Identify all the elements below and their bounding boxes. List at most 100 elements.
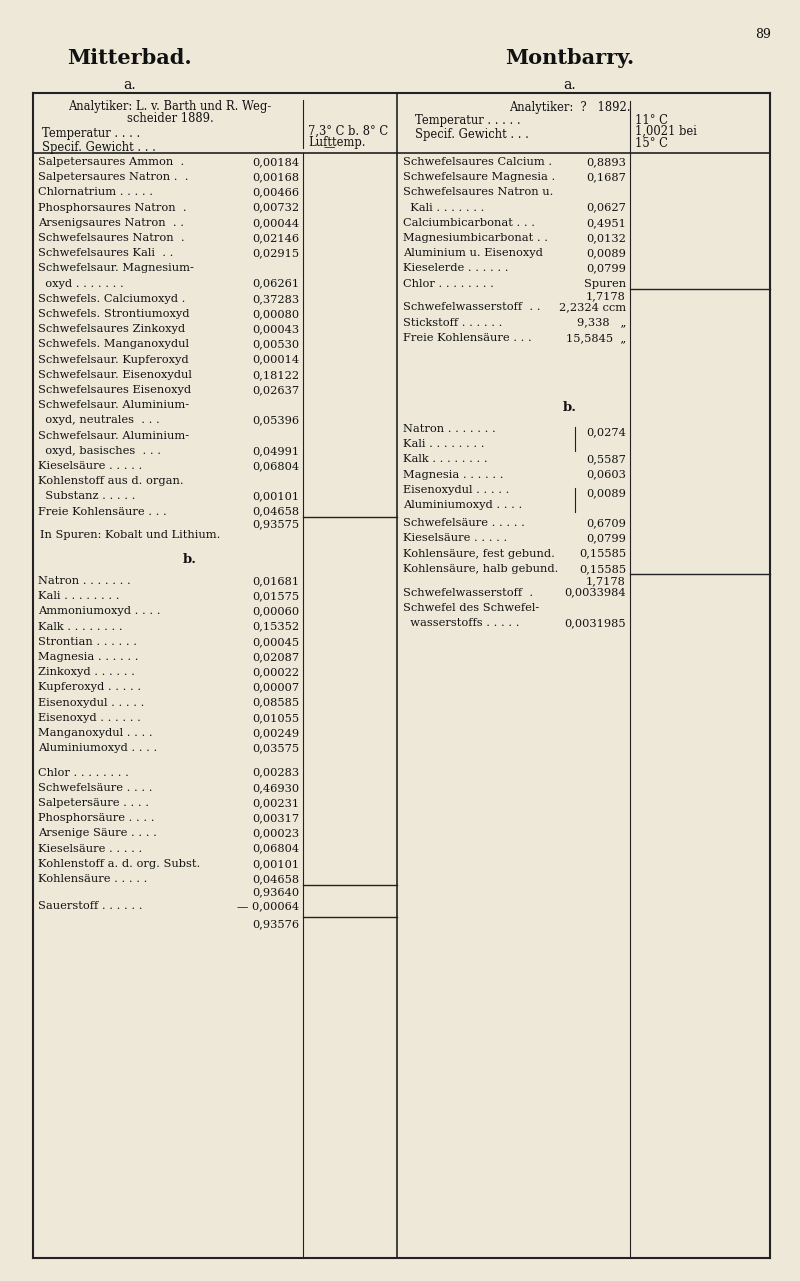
Text: Kali . . . . . . .: Kali . . . . . . . bbox=[403, 202, 484, 213]
Text: 1,7178: 1,7178 bbox=[586, 291, 626, 301]
Text: 0,00045: 0,00045 bbox=[252, 637, 299, 647]
Text: Schwefelsaures Calcium .: Schwefelsaures Calcium . bbox=[403, 158, 552, 167]
Text: 0,01575: 0,01575 bbox=[252, 592, 299, 601]
Text: Schwefelsaur. Aluminium-: Schwefelsaur. Aluminium- bbox=[38, 400, 189, 410]
Text: Schwefelsäure . . . . .: Schwefelsäure . . . . . bbox=[403, 519, 525, 528]
Text: 0,0274: 0,0274 bbox=[586, 428, 626, 438]
Text: Schwefelsaur. Kupferoxyd: Schwefelsaur. Kupferoxyd bbox=[38, 355, 189, 365]
Text: 0,04658: 0,04658 bbox=[252, 874, 299, 884]
Text: wasserstoffs . . . . .: wasserstoffs . . . . . bbox=[403, 617, 519, 628]
Text: Eisenoxydul . . . . .: Eisenoxydul . . . . . bbox=[38, 698, 144, 707]
Text: oxyd, basisches  . . .: oxyd, basisches . . . bbox=[38, 446, 161, 456]
Text: Schwefelsaures Zinkoxyd: Schwefelsaures Zinkoxyd bbox=[38, 324, 185, 334]
Text: a.: a. bbox=[124, 78, 136, 92]
Text: Kohlenstoff a. d. org. Subst.: Kohlenstoff a. d. org. Subst. bbox=[38, 858, 200, 869]
Text: Chlornatrium . . . . .: Chlornatrium . . . . . bbox=[38, 187, 153, 197]
Text: 0,93640: 0,93640 bbox=[252, 886, 299, 897]
Text: Magnesia . . . . . .: Magnesia . . . . . . bbox=[38, 652, 138, 662]
Text: Kieselsäure . . . . .: Kieselsäure . . . . . bbox=[38, 843, 142, 853]
Text: 11° C: 11° C bbox=[635, 114, 668, 127]
Text: Lufttemp.: Lufttemp. bbox=[308, 136, 366, 149]
Text: 0,02146: 0,02146 bbox=[252, 233, 299, 243]
Text: 0,0799: 0,0799 bbox=[586, 533, 626, 543]
Text: 0,03575: 0,03575 bbox=[252, 743, 299, 753]
Text: 0,02915: 0,02915 bbox=[252, 249, 299, 259]
Text: 0,4951: 0,4951 bbox=[586, 218, 626, 228]
Text: Salpetersaures Natron .  .: Salpetersaures Natron . . bbox=[38, 172, 189, 182]
Text: Schwefelwasserstoff  .: Schwefelwasserstoff . bbox=[403, 588, 533, 598]
Text: Schwefel des Schwefel-: Schwefel des Schwefel- bbox=[403, 603, 539, 612]
Text: Schwefelsaur. Eisenoxydul: Schwefelsaur. Eisenoxydul bbox=[38, 370, 192, 379]
Text: 0,93576: 0,93576 bbox=[252, 920, 299, 929]
Text: 9,338   „: 9,338 „ bbox=[577, 318, 626, 328]
Text: Montbarry.: Montbarry. bbox=[506, 47, 634, 68]
Text: scheider 1889.: scheider 1889. bbox=[126, 111, 214, 126]
Text: 0,00168: 0,00168 bbox=[252, 172, 299, 182]
Text: 0,93575: 0,93575 bbox=[252, 519, 299, 529]
Text: — 0,00064: — 0,00064 bbox=[237, 902, 299, 911]
Text: 0,00530: 0,00530 bbox=[252, 339, 299, 350]
Text: 0,0089: 0,0089 bbox=[586, 249, 626, 259]
Text: 0,46930: 0,46930 bbox=[252, 783, 299, 793]
Text: Kieselsäure . . . . .: Kieselsäure . . . . . bbox=[403, 533, 507, 543]
Text: 0,00317: 0,00317 bbox=[252, 813, 299, 824]
Text: 0,00043: 0,00043 bbox=[252, 324, 299, 334]
Text: Aluminiumoxyd . . . .: Aluminiumoxyd . . . . bbox=[38, 743, 158, 753]
Text: 0,18122: 0,18122 bbox=[252, 370, 299, 379]
Text: Kali . . . . . . . .: Kali . . . . . . . . bbox=[403, 439, 485, 450]
Text: 0,00060: 0,00060 bbox=[252, 606, 299, 616]
Text: Temperatur . . . .: Temperatur . . . . bbox=[42, 127, 140, 140]
Text: b.: b. bbox=[183, 553, 197, 566]
Text: Arsenigsaures Natron  . .: Arsenigsaures Natron . . bbox=[38, 218, 184, 228]
Text: 0,06804: 0,06804 bbox=[252, 843, 299, 853]
Text: a.: a. bbox=[564, 78, 576, 92]
Text: 0,15585: 0,15585 bbox=[579, 564, 626, 574]
Text: 0,01681: 0,01681 bbox=[252, 576, 299, 585]
Text: Kalk . . . . . . . .: Kalk . . . . . . . . bbox=[38, 621, 122, 632]
Text: 0,00044: 0,00044 bbox=[252, 218, 299, 228]
Text: 15,5845  „: 15,5845 „ bbox=[566, 333, 626, 343]
Text: oxyd, neutrales  . . .: oxyd, neutrales . . . bbox=[38, 415, 160, 425]
Text: —: — bbox=[323, 141, 334, 154]
Text: 0,0089: 0,0089 bbox=[586, 488, 626, 498]
Text: Schwefelsaures Natron  .: Schwefelsaures Natron . bbox=[38, 233, 185, 243]
Text: Schwefels. Manganoxydul: Schwefels. Manganoxydul bbox=[38, 339, 189, 350]
Text: Sauerstoff . . . . . .: Sauerstoff . . . . . . bbox=[38, 902, 142, 911]
Text: Schwefelsaure Magnesia .: Schwefelsaure Magnesia . bbox=[403, 172, 555, 182]
Text: b.: b. bbox=[563, 401, 577, 414]
Text: 0,0033984: 0,0033984 bbox=[564, 588, 626, 598]
Text: 0,00283: 0,00283 bbox=[252, 767, 299, 778]
Text: Substanz . . . . .: Substanz . . . . . bbox=[38, 492, 135, 501]
Text: 0,00101: 0,00101 bbox=[252, 492, 299, 501]
Text: 15° C: 15° C bbox=[635, 137, 668, 150]
Text: 0,6709: 0,6709 bbox=[586, 519, 626, 528]
Text: Freie Kohlensäure . . .: Freie Kohlensäure . . . bbox=[38, 506, 166, 516]
Text: Magnesiumbicarbonat . .: Magnesiumbicarbonat . . bbox=[403, 233, 548, 243]
Text: 0,00184: 0,00184 bbox=[252, 158, 299, 167]
Text: Kieselsäure . . . . .: Kieselsäure . . . . . bbox=[38, 461, 142, 471]
Text: Specif. Gewicht . . .: Specif. Gewicht . . . bbox=[42, 141, 156, 154]
Text: 0,37283: 0,37283 bbox=[252, 293, 299, 304]
Text: 0,04658: 0,04658 bbox=[252, 506, 299, 516]
Text: 0,1687: 0,1687 bbox=[586, 172, 626, 182]
Text: Temperatur . . . . .: Temperatur . . . . . bbox=[415, 114, 521, 127]
Text: 0,0627: 0,0627 bbox=[586, 202, 626, 213]
Text: 0,5587: 0,5587 bbox=[586, 455, 626, 465]
Text: Phosphorsaures Natron  .: Phosphorsaures Natron . bbox=[38, 202, 186, 213]
Text: Schwefelsaures Kali  . .: Schwefelsaures Kali . . bbox=[38, 249, 174, 259]
Text: Schwefelsaures Natron u.: Schwefelsaures Natron u. bbox=[403, 187, 554, 197]
Text: Specif. Gewicht . . .: Specif. Gewicht . . . bbox=[415, 128, 529, 141]
Text: Chlor . . . . . . . .: Chlor . . . . . . . . bbox=[403, 278, 494, 288]
Text: Schwefelsaur. Aluminium-: Schwefelsaur. Aluminium- bbox=[38, 430, 189, 441]
Text: Analytiker:  ?   1892.: Analytiker: ? 1892. bbox=[510, 101, 630, 114]
Text: Ammoniumoxyd . . . .: Ammoniumoxyd . . . . bbox=[38, 606, 161, 616]
Text: 0,00231: 0,00231 bbox=[252, 798, 299, 808]
Text: Kalk . . . . . . . .: Kalk . . . . . . . . bbox=[403, 455, 488, 465]
Text: Chlor . . . . . . . .: Chlor . . . . . . . . bbox=[38, 767, 129, 778]
Text: Kohlensäure . . . . .: Kohlensäure . . . . . bbox=[38, 874, 147, 884]
Text: 7,3° C b. 8° C: 7,3° C b. 8° C bbox=[308, 126, 388, 138]
Text: 0,04991: 0,04991 bbox=[252, 446, 299, 456]
Text: Schwefels. Calciumoxyd .: Schwefels. Calciumoxyd . bbox=[38, 293, 186, 304]
Text: Analytiker: L. v. Barth und R. Weg-: Analytiker: L. v. Barth und R. Weg- bbox=[68, 100, 272, 113]
Text: 1,0021 bei: 1,0021 bei bbox=[635, 126, 697, 138]
